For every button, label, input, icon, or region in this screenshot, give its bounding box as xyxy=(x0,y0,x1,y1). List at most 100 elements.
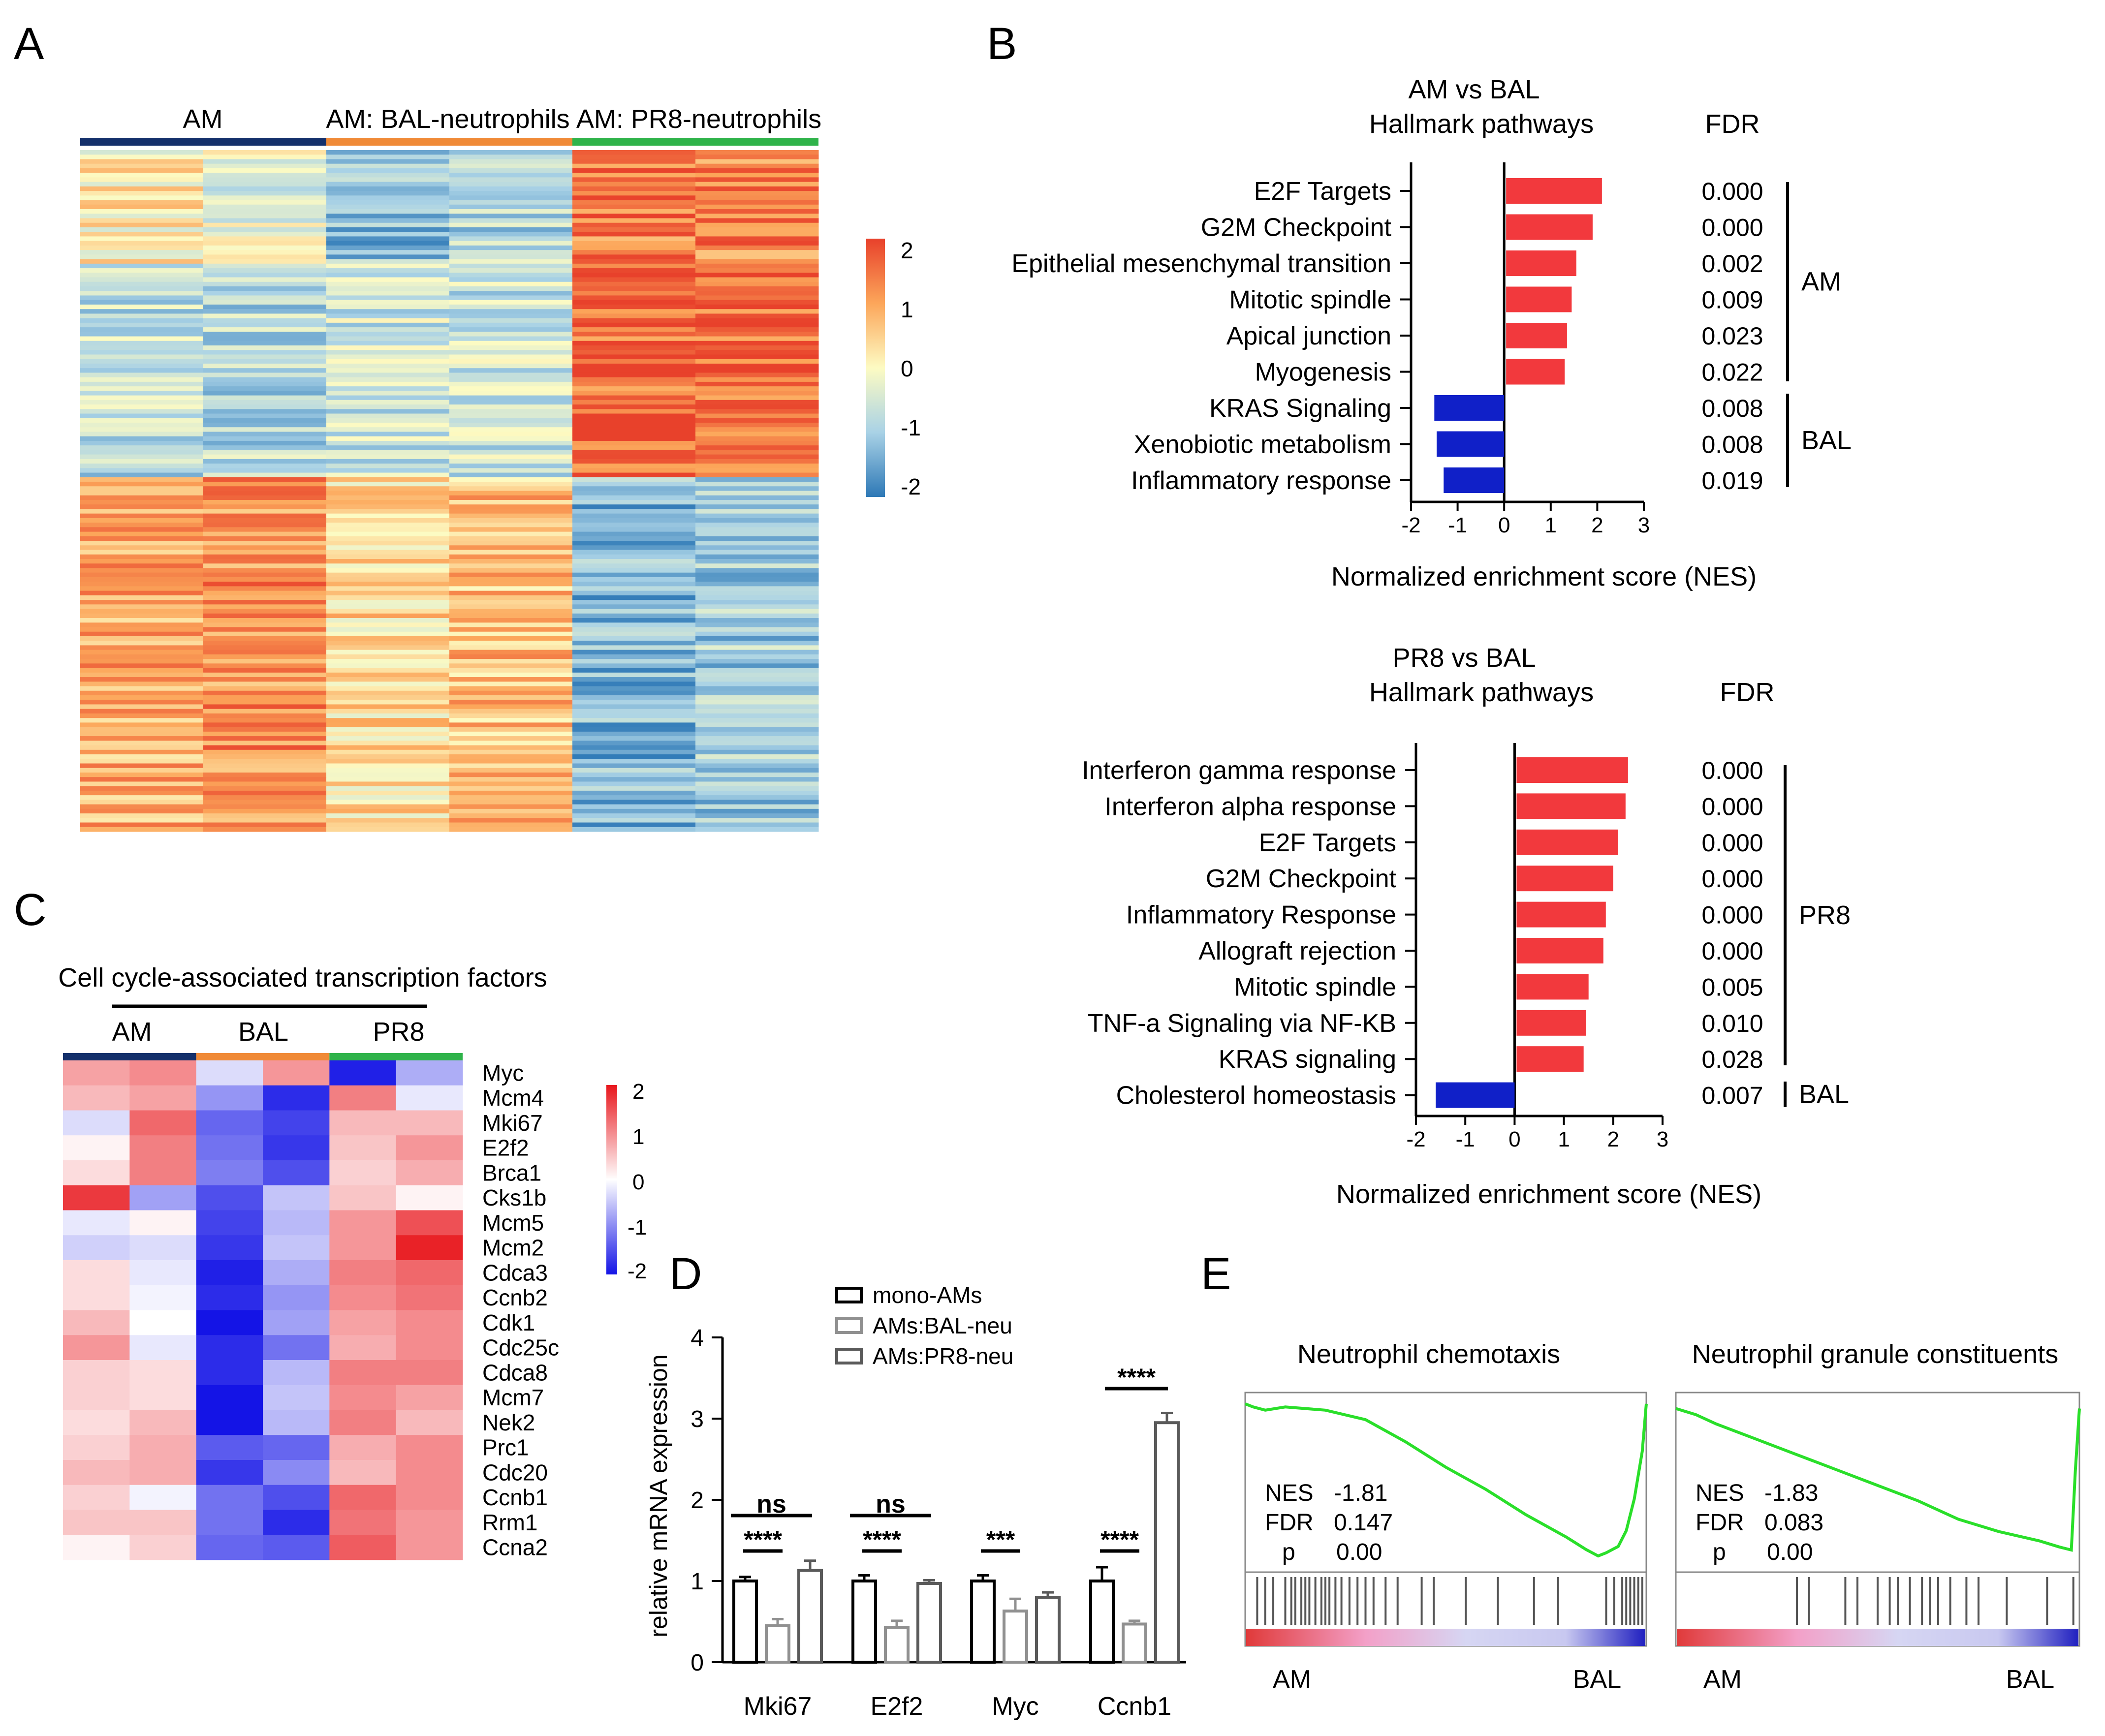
panel-a-heatmap-cell xyxy=(203,536,327,541)
panel-a-heatmap-cell xyxy=(326,427,450,432)
panel-a-heatmap-cell xyxy=(326,286,450,291)
panel-b-bottom-subtitle: Hallmark pathways xyxy=(1369,678,1594,707)
panel-a-heatmap-cell xyxy=(572,191,696,196)
panel-a-heatmap-cell xyxy=(449,636,573,641)
panel-a-heatmap-cell xyxy=(449,772,573,777)
panel-a-heatmap-cell xyxy=(326,545,450,551)
panel-a-heatmap-cell xyxy=(203,436,327,441)
panel-a-heatmap-cell xyxy=(695,627,819,632)
panel-a-heatmap-cell xyxy=(449,418,573,423)
panel-a-heatmap-cell xyxy=(695,395,819,401)
panel-a-heatmap-cell xyxy=(203,650,327,655)
panel-a-heatmap-cell xyxy=(80,472,204,478)
panel-d-significance-label: **** xyxy=(863,1526,901,1553)
panel-a-heatmap-cell xyxy=(449,245,573,250)
panel-b-bottom-bar xyxy=(1436,1082,1515,1108)
panel-a-heatmap-cell xyxy=(80,495,204,500)
panel-a-heatmap-cell xyxy=(326,155,450,159)
panel-d-bar xyxy=(916,1581,942,1664)
panel-a-heatmap-cell xyxy=(326,241,450,246)
panel-a-heatmap-cell xyxy=(572,313,696,319)
panel-a-heatmap-cell xyxy=(203,777,327,782)
panel-a-heatmap-cell xyxy=(80,650,204,655)
panel-c-heatmap-cell xyxy=(196,1060,263,1086)
panel-a-heatmap-cell xyxy=(80,309,204,314)
panel-a-heatmap-cell xyxy=(326,636,450,641)
panel-a-heatmap-cell xyxy=(326,777,450,782)
panel-a-heatmap-cell xyxy=(203,808,327,814)
panel-c-heatmap-cell xyxy=(196,1485,263,1510)
panel-a-heatmap-cell xyxy=(203,300,327,305)
panel-a-heatmap-cell xyxy=(80,468,204,473)
panel-a-heatmap-cell xyxy=(326,499,450,505)
panel-a-heatmap-cell xyxy=(326,759,450,764)
panel-a-heatmap-cell xyxy=(449,182,573,187)
panel-a-heatmap-cell xyxy=(80,482,204,487)
panel-e-right-stat-label: p xyxy=(1713,1539,1726,1565)
panel-a-heatmap-cell xyxy=(695,372,819,378)
panel-a-heatmap-cell xyxy=(449,286,573,291)
panel-a-heatmap-cell xyxy=(203,827,327,832)
panel-a-heatmap-cell xyxy=(695,731,819,737)
panel-a-heatmap-cell xyxy=(449,590,573,596)
panel-a-heatmap-cell xyxy=(572,427,696,432)
panel-a-heatmap-cell xyxy=(695,155,819,159)
panel-a-heatmap-cell xyxy=(326,486,450,491)
panel-a-heatmap-cell xyxy=(80,277,204,282)
panel-a-heatmap-cell xyxy=(203,759,327,764)
panel-c-heatmap-cell xyxy=(329,1235,397,1261)
panel-a-heatmap-cell xyxy=(572,800,696,805)
panel-c-heatmap-cell xyxy=(63,1210,130,1236)
panel-c-heatmap-cell xyxy=(129,1360,197,1386)
panel-a-heatmap-cell xyxy=(572,336,696,341)
panel-a-heatmap-cell xyxy=(449,200,573,205)
panel-a-heatmap-cell xyxy=(695,482,819,487)
panel-b-bottom-x-tick-label: -2 xyxy=(1406,1127,1425,1151)
panel-a-heatmap-cell xyxy=(203,273,327,278)
panel-a-heatmap-cell xyxy=(203,763,327,769)
panel-a-heatmap-cell xyxy=(449,459,573,464)
panel-c-heatmap-cell xyxy=(129,1085,197,1111)
panel-a-heatmap-cell xyxy=(326,722,450,728)
panel-a-heatmap-cell xyxy=(203,554,327,559)
panel-a-heatmap-cell xyxy=(572,663,696,669)
panel-a-heatmap-cell xyxy=(203,432,327,437)
panel-a-heatmap-cell xyxy=(326,163,450,169)
panel-c-heatmap-cell xyxy=(329,1410,397,1435)
panel-a-heatmap-cell xyxy=(326,432,450,437)
panel-a-heatmap-cell xyxy=(80,459,204,464)
panel-a-heatmap-cell xyxy=(203,695,327,700)
panel-a-heatmap-cell xyxy=(203,668,327,673)
panel-b-bottom-bracket-label: BAL xyxy=(1799,1080,1849,1109)
panel-a-heatmap-cell xyxy=(449,541,573,546)
panel-a-heatmap-cell xyxy=(695,786,819,791)
panel-a-heatmap-cell xyxy=(449,672,573,678)
panel-a-heatmap-cell xyxy=(203,204,327,210)
panel-a-heatmap-cell xyxy=(203,495,327,500)
panel-d-category-label: Myc xyxy=(992,1692,1038,1721)
panel-a-heatmap-cell xyxy=(203,404,327,409)
panel-a-heatmap-cell xyxy=(572,554,696,559)
panel-c-heatmap-cell xyxy=(263,1085,330,1111)
panel-a-heatmap-cell xyxy=(449,709,573,714)
panel-a-heatmap-cell xyxy=(203,286,327,291)
panel-a-heatmap-cell xyxy=(572,150,696,155)
panel-b-bottom-bar xyxy=(1516,974,1589,1000)
panel-a-heatmap-cell xyxy=(203,795,327,800)
panel-b-top-fdr-value: 0.019 xyxy=(1701,467,1763,495)
panel-d-y-tick-label: 2 xyxy=(691,1488,704,1514)
panel-b-top-category-label: Mitotic spindle xyxy=(1229,286,1391,314)
panel-a-heatmap-cell xyxy=(695,695,819,700)
panel-a-heatmap-cell xyxy=(449,718,573,723)
panel-c-heatmap-cell xyxy=(63,1460,130,1486)
panel-c-heatmap-cell xyxy=(263,1460,330,1486)
panel-c-colorbar-tick: 0 xyxy=(632,1170,644,1194)
panel-a-heatmap-cell xyxy=(572,641,696,646)
panel-a-heatmap-cell xyxy=(449,468,573,473)
panel-a-heatmap-cell xyxy=(203,672,327,678)
panel-c-gene-label: Myc xyxy=(482,1060,524,1085)
panel-a-heatmap-cell xyxy=(80,423,204,428)
panel-c-heatmap-cell xyxy=(129,1235,197,1261)
panel-b-bottom-fdr-value: 0.000 xyxy=(1701,865,1763,893)
panel-b-top-fdr-value: 0.023 xyxy=(1701,322,1763,350)
